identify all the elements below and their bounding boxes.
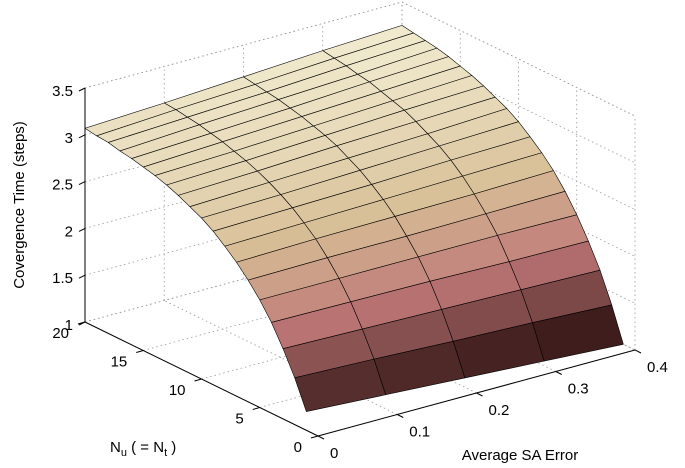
z-axis-label: Covergence Time (steps) — [11, 121, 28, 289]
grid-line — [401, 142, 636, 257]
x-tick-label: 0.1 — [409, 423, 430, 440]
y-tick — [310, 435, 319, 439]
grid-line — [201, 292, 519, 380]
z-tick — [78, 321, 86, 326]
y-tick-label: 10 — [169, 382, 186, 399]
box-edge — [401, 1, 636, 117]
y-tick-label: 20 — [52, 325, 69, 342]
x-axis-label: Average SA Error — [462, 447, 578, 464]
z-tick-label: 3.5 — [52, 83, 73, 100]
grid-line — [84, 235, 403, 323]
z-tick-label: 3 — [65, 130, 73, 147]
y-label-part: N — [110, 439, 121, 456]
grid-line — [84, 188, 403, 276]
y-label-part: ( = N — [127, 439, 164, 456]
axes: 0 0.1 0.2 0.3 0.4 0 5 10 15 201 1.5 2 2.5 3 3.5 — [52, 83, 668, 462]
y-tick-label: 15 — [111, 353, 128, 370]
box-edge — [84, 1, 403, 89]
y-tick-label: 0 — [294, 439, 302, 456]
z-tick — [78, 87, 86, 92]
grid-line — [143, 264, 461, 351]
x-tick-label: 0.4 — [647, 359, 668, 376]
y-tick — [194, 378, 202, 382]
x-tick — [317, 435, 325, 440]
z-tick-label: 2.5 — [52, 177, 73, 194]
y-label-sub: t — [164, 447, 167, 459]
y-label-sub: u — [121, 447, 127, 459]
grid-line — [401, 48, 636, 164]
x-tick — [397, 414, 404, 418]
surface — [84, 25, 624, 412]
y-tick — [252, 407, 260, 410]
grid-line — [84, 95, 403, 182]
z-tick — [78, 227, 86, 232]
y-tick-label: 5 — [235, 410, 243, 427]
grid-line — [401, 95, 636, 210]
y-tick — [136, 350, 144, 353]
x-tick-label: 0 — [330, 445, 338, 462]
x-tick — [555, 371, 562, 375]
y-label-part: ) — [167, 439, 176, 456]
y-axis-label: Nu ( = Nt ) — [110, 439, 176, 459]
z-tick-label: 1 — [65, 317, 73, 334]
x-tick-label: 0.2 — [489, 402, 510, 419]
z-tick-label: 1.5 — [52, 270, 73, 287]
z-tick — [78, 274, 86, 279]
surface-patch — [294, 358, 386, 412]
grid-line — [84, 142, 403, 229]
x-tick-label: 0.3 — [568, 380, 589, 397]
z-tick-label: 2 — [65, 223, 73, 240]
x-tick — [634, 349, 642, 354]
grid-line — [164, 300, 398, 415]
x-tick — [476, 392, 483, 397]
z-tick — [78, 181, 86, 186]
z-tick — [78, 134, 86, 139]
